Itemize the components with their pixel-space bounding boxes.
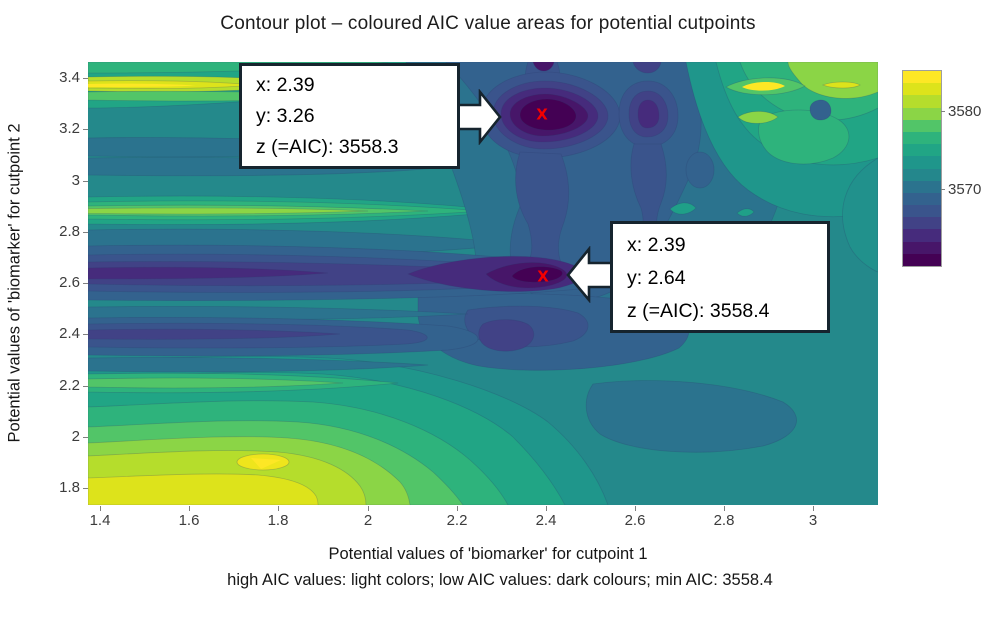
x-tick-mark xyxy=(457,506,458,511)
colorbar-band xyxy=(903,95,941,108)
y-tick-label: 2.8 xyxy=(59,223,80,240)
x-tick-mark xyxy=(100,506,101,511)
callout-box-2: x: 2.39 y: 2.64 z (=AIC): 3558.4 xyxy=(610,221,830,333)
colorbar-band xyxy=(903,205,941,218)
footer-note: high AIC values: light colors; low AIC v… xyxy=(227,571,773,589)
colorbar-band xyxy=(903,156,941,169)
contour-plot-area xyxy=(88,62,878,505)
y-tick-label: 3.2 xyxy=(59,120,80,137)
y-tick-mark xyxy=(83,334,88,335)
colorbar-band xyxy=(903,83,941,96)
x-tick-mark xyxy=(635,506,636,511)
colorbar-tick-label: 3570 xyxy=(948,181,982,198)
colorbar-band xyxy=(903,241,941,254)
x-tick-mark xyxy=(368,506,369,511)
x-tick-mark xyxy=(546,506,547,511)
y-tick-label: 3 xyxy=(71,172,80,189)
y-tick-label: 2.2 xyxy=(59,377,80,394)
colorbar-tick-mark xyxy=(941,111,945,112)
colorbar-band xyxy=(903,71,941,84)
callout-arrow-right-icon xyxy=(456,89,502,145)
x-tick-label: 1.4 xyxy=(89,512,111,529)
minimum-marker-2: X xyxy=(537,267,549,286)
x-tick-mark xyxy=(724,506,725,511)
y-tick-mark xyxy=(83,386,88,387)
colorbar-band xyxy=(903,180,941,193)
colorbar-band xyxy=(903,192,941,206)
contour-plot-svg xyxy=(88,62,878,505)
y-tick-mark xyxy=(83,488,88,489)
y-tick-label: 2 xyxy=(71,428,80,445)
colorbar-tick-mark xyxy=(941,189,945,190)
colorbar-band xyxy=(903,119,941,132)
colorbar-band xyxy=(903,229,941,242)
colorbar-tick-label: 3580 xyxy=(948,103,982,120)
y-tick-label: 2.6 xyxy=(59,274,80,291)
y-tick-mark xyxy=(83,78,88,79)
colorbar-band xyxy=(903,217,941,230)
chart-title: Contour plot – coloured AIC value areas … xyxy=(220,13,756,34)
y-tick-mark xyxy=(83,232,88,233)
y-tick-label: 3.4 xyxy=(59,69,80,86)
colorbar-band xyxy=(903,107,941,120)
colorbar-band xyxy=(903,168,941,181)
x-tick-label: 1.6 xyxy=(178,512,200,529)
y-tick-mark xyxy=(83,181,88,182)
callout-line-x: x: 2.39 xyxy=(256,74,315,96)
y-tick-label: 1.8 xyxy=(59,479,80,496)
minimum-marker-1: X xyxy=(536,105,548,124)
callout-box-1: x: 2.39 y: 3.26 z (=AIC): 3558.3 xyxy=(239,63,460,169)
callout-arrow-left-icon xyxy=(566,246,613,303)
x-tick-label: 2.8 xyxy=(713,512,735,529)
x-tick-label: 2.4 xyxy=(535,512,557,529)
callout-line-y: y: 3.26 xyxy=(256,105,315,127)
x-axis-label: Potential values of 'biomarker' for cutp… xyxy=(328,545,648,563)
x-tick-label: 2.6 xyxy=(624,512,646,529)
y-tick-mark xyxy=(83,437,88,438)
y-tick-label: 2.4 xyxy=(59,325,80,342)
colorbar-band xyxy=(903,131,941,145)
x-tick-mark xyxy=(278,506,279,511)
callout-line-z: z (=AIC): 3558.3 xyxy=(256,136,399,158)
x-tick-label: 1.8 xyxy=(267,512,289,529)
colorbar-band xyxy=(903,144,941,157)
x-tick-label: 2 xyxy=(363,512,373,529)
y-tick-mark xyxy=(83,129,88,130)
callout-line-z: z (=AIC): 3558.4 xyxy=(627,300,770,322)
y-axis-label: Potential values of 'biomarker' for cutp… xyxy=(5,123,24,443)
colorbar-band xyxy=(903,253,941,266)
callout-line-y: y: 2.64 xyxy=(627,267,686,289)
x-tick-mark xyxy=(813,506,814,511)
callout-line-x: x: 2.39 xyxy=(627,234,686,256)
x-tick-label: 3 xyxy=(808,512,818,529)
y-tick-mark xyxy=(83,283,88,284)
x-tick-mark xyxy=(189,506,190,511)
colorbar xyxy=(902,70,942,267)
x-tick-label: 2.2 xyxy=(446,512,468,529)
